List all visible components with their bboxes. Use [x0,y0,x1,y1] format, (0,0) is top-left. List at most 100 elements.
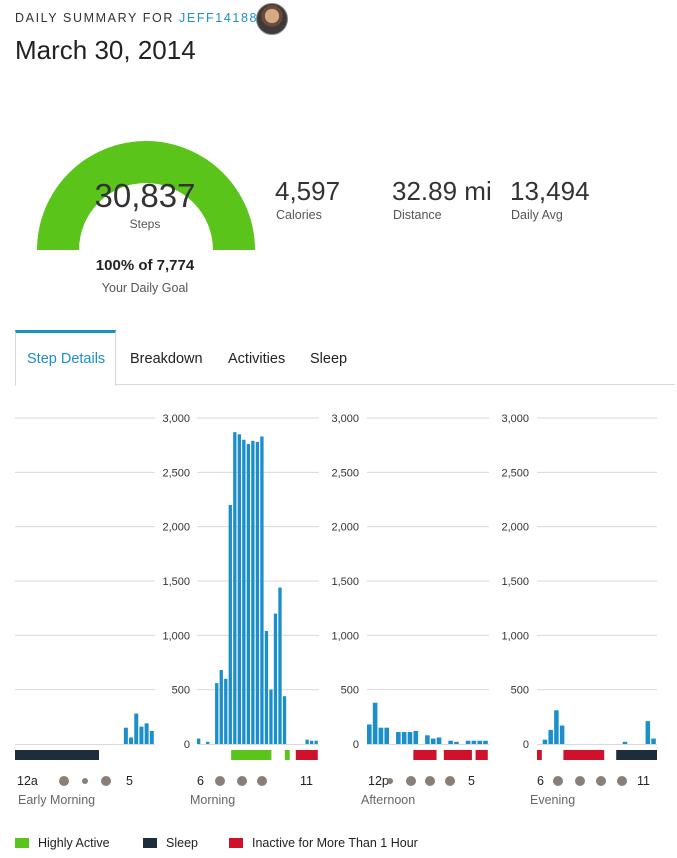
activity-segment-sleep [15,750,99,760]
tab-activities[interactable]: Activities [228,351,286,367]
time-start-label: 6 [197,774,204,788]
bar [255,441,260,744]
bar [645,721,651,744]
bar [559,725,565,744]
time-dot [555,778,561,784]
y-tick-label: 1,000 [331,630,359,642]
bar [651,738,656,744]
bar [149,730,154,744]
y-tick-label: 500 [511,685,529,697]
bar [206,741,210,744]
y-tick-label: 1,500 [501,576,529,588]
time-dot [596,776,606,786]
tab-breakdown[interactable]: Breakdown [130,351,203,367]
bar [372,702,378,744]
page-title: March 30, 2014 [15,35,196,65]
y-tick-label: 2,500 [331,467,359,479]
y-tick-label: 2,500 [501,467,529,479]
avatar[interactable] [256,3,288,35]
daily-avg-value: 13,494 [510,176,590,206]
bar [224,678,228,744]
bar [228,504,232,744]
bar [269,689,273,744]
activity-segment-sleep [616,750,657,760]
goal-label: Your Daily Goal [101,281,189,295]
activity-segment-inactive [295,750,318,760]
bar [622,741,628,744]
daily-summary-header: DAILY SUMMARY FOR JEFF14188 [15,11,258,25]
y-tick-label: 2,000 [501,522,529,534]
bar [448,740,453,744]
legend-swatch-sleep [143,838,157,848]
panel-name-label: Early Morning [18,793,95,807]
gauge-fill [37,141,255,250]
bar [430,738,436,744]
activity-segment-inactive [537,750,542,760]
time-dot [101,776,111,786]
bar [264,630,269,744]
activity-segment-inactive [443,750,472,760]
time-dot [617,776,627,786]
bar [237,434,241,744]
y-tick-label: 500 [341,685,359,697]
legend-label-sleep: Sleep [166,836,198,850]
time-dot [387,778,393,784]
bar [219,670,223,744]
goal-percentage: 100% of 7,774 [95,257,195,274]
panel-name-label: Morning [190,793,235,807]
bar [215,683,219,744]
time-dot [82,778,88,784]
time-dot [59,776,69,786]
activity-segment-highly-active [284,750,290,760]
bar [197,738,201,744]
bar [554,710,559,744]
y-tick-label: 0 [184,739,190,751]
step-details-chart: 0 500 1,000 1,500 2,000 2,500 3,000 0 500 1,000 1,… [15,413,657,807]
time-end-label: 5 [468,774,475,788]
time-dot [237,776,247,786]
legend-label-inactive: Inactive for More Than 1 Hour [252,836,418,850]
bar [134,713,139,744]
tab-sleep[interactable]: Sleep [310,351,348,367]
legend-swatch-highly-active [15,838,29,848]
bar [305,739,309,744]
y-tick-label: 1,000 [501,630,529,642]
time-dot [425,776,435,786]
username-link[interactable]: JEFF14188 [179,11,259,25]
y-tick-label: 3,000 [162,413,190,425]
bar [123,727,128,744]
legend-swatch-inactive [229,838,243,848]
bar [542,739,548,744]
time-dot [260,778,266,784]
header-label-text: DAILY SUMMARY FOR [15,11,180,25]
bar [273,613,278,744]
bar [384,727,390,744]
daily-avg-label: Daily Avg [511,208,563,222]
tabs-divider [15,384,675,385]
activity-segment-inactive [563,750,605,760]
bar [465,740,471,744]
y-tick-label: 1,500 [162,576,190,588]
tab-step-details[interactable]: Step Details [27,351,106,367]
bar [242,439,246,744]
calories-label: Calories [276,208,322,222]
bar [139,726,144,744]
bar [413,730,419,744]
bar [436,737,442,744]
steps-gauge [37,141,255,250]
time-end-label: 5 [126,774,133,788]
time-end-label: 11 [300,774,313,788]
time-start-label: 12a [17,774,38,788]
panel-name-label: Afternoon [361,793,415,807]
panel-name-label: Evening [530,793,575,807]
y-tick-label: 2,000 [162,522,190,534]
legend-label-highly-active: Highly Active [38,836,110,850]
bar [282,696,287,744]
bar [471,740,477,744]
y-tick-label: 3,000 [501,413,529,425]
bar [477,740,482,744]
steps-label: Steps [129,217,161,231]
y-tick-label: 500 [172,685,190,697]
time-dot [575,776,585,786]
activity-segment-highly-active [231,750,272,760]
